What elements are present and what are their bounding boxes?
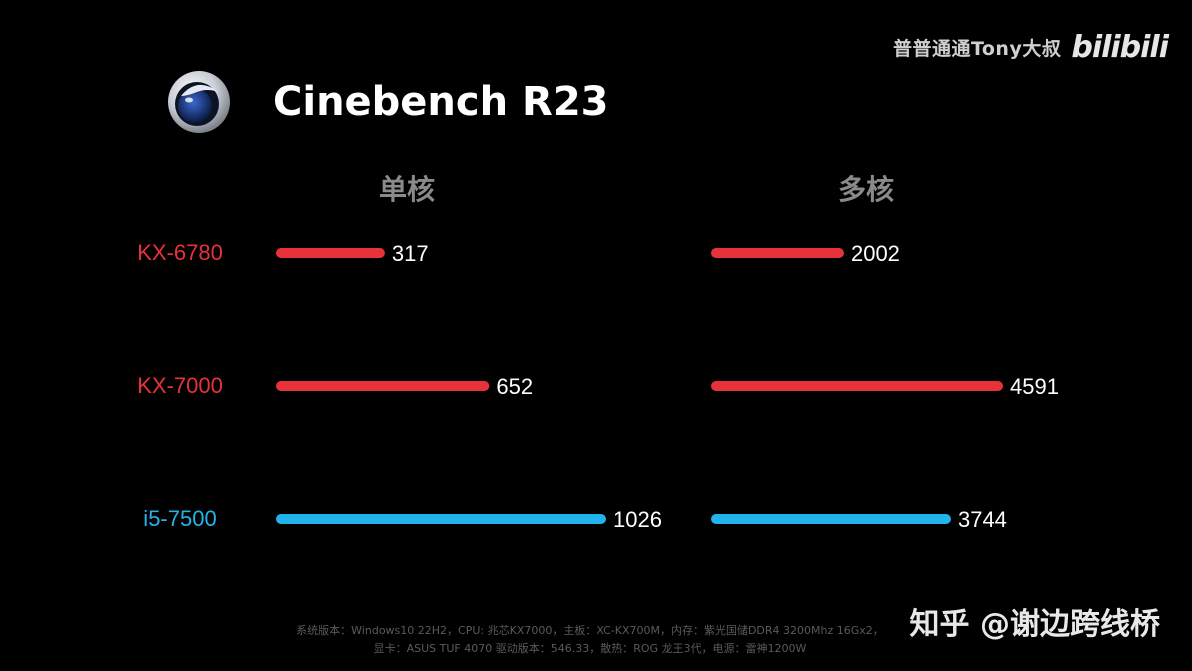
zhihu-credit-watermark: 知乎 @谢边跨线桥 (909, 607, 1160, 642)
system-spec-line-2: 显卡：ASUS TUF 4070 驱动版本：546.33，散热：ROG 龙王3代… (373, 642, 807, 655)
row-label-kx6780: KX-6780 (137, 240, 223, 265)
page-title: Cinebench R23 (273, 79, 609, 125)
data-label-multi-2: 3744 (958, 507, 1007, 532)
channel-watermark: 普普通通Tony大叔 bilibili (892, 30, 1169, 65)
data-label-multi-1: 4591 (1010, 374, 1059, 399)
cinema4d-logo-icon (168, 71, 230, 133)
data-label-single-2: 1026 (613, 507, 662, 532)
multi-core-header: 多核 (837, 173, 895, 206)
chart-header: Cinebench R23 (167, 70, 609, 134)
row-label-kx7000: KX-7000 (137, 373, 223, 398)
single-core-header: 单核 (378, 173, 436, 206)
data-label-single-1: 652 (496, 374, 533, 399)
bilibili-logo: bilibili (1071, 30, 1169, 65)
data-label-single-0: 317 (392, 241, 429, 266)
system-spec-line-1: 系统版本：Windows10 22H2，CPU: 兆芯KX7000，主板：XC-… (296, 624, 884, 637)
row-label-i5-7500: i5-7500 (143, 506, 217, 531)
data-label-multi-0: 2002 (851, 241, 900, 266)
channel-name: 普普通通Tony大叔 (892, 38, 1062, 60)
